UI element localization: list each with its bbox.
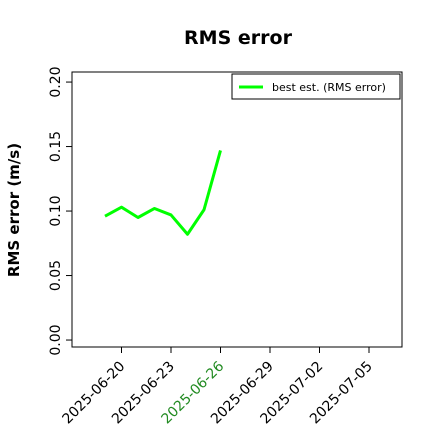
y-tick-label: 0.20 [48, 66, 64, 97]
y-tick-label: 0.10 [48, 195, 64, 226]
chart-title: RMS error [184, 27, 293, 49]
y-axis-label: RMS error (m/s) [5, 143, 23, 277]
y-tick-label: 0.00 [48, 324, 64, 355]
y-tick-label: 0.05 [48, 260, 64, 291]
series-line [104, 150, 222, 236]
plot-frame [71, 71, 403, 348]
legend-label: best est. (RMS error) [272, 81, 386, 94]
y-tick-label: 0.15 [48, 131, 64, 162]
